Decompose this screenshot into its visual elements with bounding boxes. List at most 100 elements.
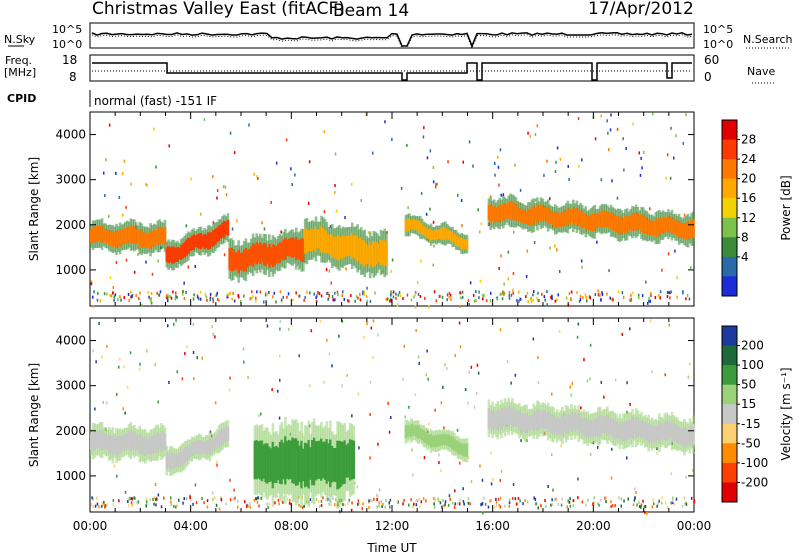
- clutter-mark: [318, 500, 320, 504]
- clutter-mark: [373, 497, 375, 501]
- clutter-mark: [530, 296, 532, 300]
- scatter-mark: [425, 373, 427, 377]
- scatter-mark: [212, 332, 214, 336]
- echo-band: [543, 207, 546, 221]
- clutter-mark: [351, 501, 353, 505]
- echo-band: [647, 422, 650, 444]
- clutter-mark: [135, 293, 137, 297]
- clutter-mark: [335, 498, 337, 502]
- clutter-mark: [348, 498, 350, 502]
- scatter-mark: [168, 144, 170, 148]
- clutter-mark: [199, 297, 202, 301]
- scatter-mark: [610, 476, 613, 480]
- echo-band: [109, 231, 113, 247]
- clutter-mark: [658, 499, 660, 503]
- clutter-mark: [232, 292, 234, 295]
- scatter-mark: [534, 497, 537, 501]
- beam-label: Beam 14: [333, 1, 409, 21]
- scatter-mark: [370, 326, 373, 330]
- echo-band: [422, 225, 426, 235]
- clutter-mark: [609, 296, 611, 300]
- echo-band: [598, 415, 602, 437]
- clutter-mark: [630, 299, 632, 303]
- echo-band: [622, 218, 625, 233]
- echo-band: [113, 438, 116, 453]
- scatter-mark: [194, 264, 196, 268]
- echo-band: [677, 427, 681, 444]
- echo-band: [500, 408, 503, 430]
- scatter-mark: [667, 252, 670, 256]
- clutter-mark: [233, 299, 236, 303]
- clutter-mark: [499, 505, 502, 509]
- scatter-mark: [145, 183, 147, 186]
- echo-band: [331, 233, 334, 259]
- echo-band: [550, 413, 553, 434]
- clutter-mark: [499, 292, 501, 296]
- echo-band: [298, 239, 302, 260]
- echo-band: [676, 425, 679, 444]
- clutter-mark: [153, 496, 155, 500]
- cpid-label: CPID: [7, 92, 36, 105]
- clutter-mark: [371, 499, 373, 503]
- clutter-mark: [280, 298, 283, 302]
- echo-band: [282, 239, 285, 260]
- echo-band: [181, 449, 185, 465]
- scatter-mark: [277, 389, 279, 393]
- clutter-mark: [147, 291, 149, 295]
- power-colorbar-label: Power [dB]: [779, 175, 793, 240]
- echo-band: [138, 229, 142, 247]
- clutter-mark: [267, 292, 269, 296]
- scatter-mark: [203, 118, 206, 122]
- echo-band: [241, 252, 244, 271]
- echo-band: [593, 419, 597, 437]
- echo-band: [170, 453, 174, 469]
- echo-band: [638, 420, 641, 436]
- echo-band: [294, 438, 298, 486]
- echo-band: [253, 244, 257, 264]
- echo-band: [429, 434, 433, 448]
- echo-band: [334, 447, 338, 483]
- scatter-mark: [133, 270, 136, 274]
- clutter-mark: [246, 504, 248, 508]
- ytick-label: 4000: [55, 128, 86, 142]
- clutter-mark: [495, 500, 498, 504]
- echo-band: [321, 442, 325, 478]
- echo-band: [260, 440, 264, 482]
- clutter-mark: [206, 505, 209, 509]
- echo-band: [188, 444, 192, 457]
- echo-band: [580, 211, 584, 229]
- clutter-mark: [96, 502, 99, 506]
- echo-band: [311, 440, 314, 486]
- echo-band: [460, 237, 463, 250]
- scatter-mark: [315, 300, 318, 304]
- colorbar-swatch: [722, 365, 737, 386]
- scatter-mark: [626, 381, 628, 385]
- clutter-mark: [259, 290, 262, 294]
- clutter-mark: [415, 503, 418, 507]
- echo-band: [514, 204, 518, 221]
- clutter-mark: [252, 295, 254, 298]
- scatter-mark: [406, 143, 408, 147]
- clutter-mark: [327, 297, 329, 301]
- echo-band: [97, 430, 100, 449]
- scatter-mark: [666, 153, 669, 157]
- echo-band: [354, 235, 358, 259]
- echo-band: [586, 418, 589, 439]
- echo-band: [546, 206, 550, 225]
- echo-band: [307, 230, 311, 252]
- echo-band: [411, 219, 415, 230]
- clutter-mark: [389, 498, 392, 502]
- scatter-mark: [155, 165, 157, 169]
- scatter-mark: [459, 345, 462, 349]
- scatter-mark: [494, 173, 496, 177]
- clutter-mark: [232, 497, 235, 501]
- clutter-mark: [495, 497, 497, 501]
- clutter-mark: [525, 295, 527, 299]
- echo-band: [284, 436, 287, 485]
- scatter-mark: [242, 347, 245, 351]
- echo-band: [179, 244, 183, 260]
- clutter-mark: [519, 297, 522, 301]
- clutter-mark: [93, 290, 95, 294]
- scatter-mark: [473, 405, 476, 409]
- scatter-mark: [552, 488, 554, 492]
